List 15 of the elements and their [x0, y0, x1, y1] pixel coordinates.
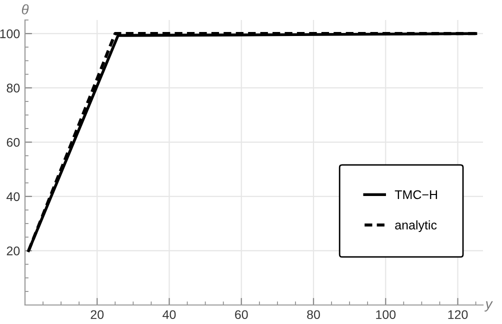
- x-axis-title: y: [484, 301, 493, 312]
- y-tick-label: 60: [6, 138, 20, 147]
- x-tick-label: 80: [307, 310, 320, 320]
- legend-label: TMC−H: [394, 190, 437, 200]
- x-tick-label: 40: [162, 310, 176, 320]
- legend-label: analytic: [395, 220, 437, 232]
- x-tick-label: 120: [448, 310, 468, 320]
- y-tick-label: 40: [6, 192, 20, 202]
- x-tick-label: 60: [235, 310, 248, 320]
- y-tick-label: 100: [0, 29, 20, 38]
- y-tick-label: 80: [6, 84, 20, 93]
- x-tick-label: 20: [90, 310, 104, 320]
- y-tick-label: 20: [6, 246, 20, 256]
- x-tick-label: 100: [376, 310, 396, 320]
- y-axis-title: θ: [22, 4, 29, 14]
